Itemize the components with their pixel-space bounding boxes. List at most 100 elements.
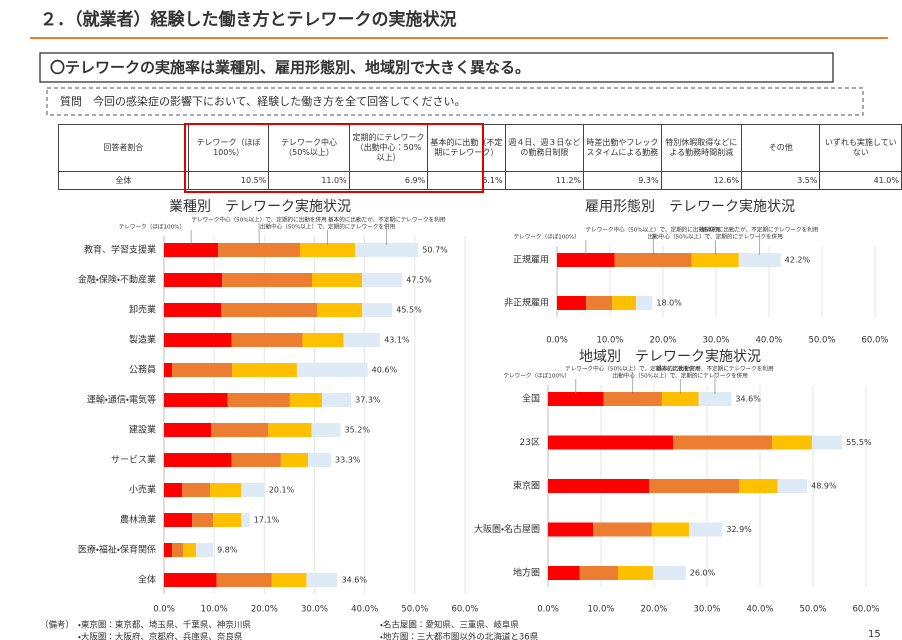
series-callout: 出勤中心（50%以上）で、定期的にテレワークを併用 (648, 233, 783, 241)
bar-segment (268, 423, 312, 437)
table-cell: 12.6% (660, 171, 743, 190)
bar-segment (548, 435, 674, 450)
total-label: 33.3% (335, 456, 361, 465)
x-tick-label: 20.0% (649, 336, 676, 346)
bar-segment (192, 513, 214, 527)
bar-segment (343, 333, 381, 347)
note: ・名古屋圏：愛知県、三重県、岐阜県 (380, 620, 519, 631)
table-cell: 定期的にテレワーク（出勤中心：50%以上） (348, 124, 429, 172)
bar-segment (652, 566, 686, 580)
table-cell: 回答者割合 (58, 124, 189, 172)
bar-segment (271, 573, 307, 587)
total-label: 43.1% (384, 336, 410, 345)
table-cell: テレワーク中心（50%以上） (268, 124, 350, 172)
x-tick-label: 0.0% (546, 336, 568, 346)
summary-table: 回答者割合 テレワーク（ほぼ100%） テレワーク中心（50%以上） 定期的にテレワー… (58, 124, 902, 190)
total-label: 34.6% (342, 576, 368, 585)
bar-segment (306, 573, 338, 587)
total-label: 18.0% (656, 299, 682, 308)
bar-segment (164, 303, 222, 317)
bar-segment (164, 513, 193, 527)
bar-segment (216, 573, 272, 587)
bar-segment (211, 423, 269, 437)
x-tick-label: 60.0% (451, 605, 478, 615)
x-tick-label: 10.0% (596, 336, 623, 346)
bar-segment (164, 363, 173, 377)
y-tick-label: 地方圏 (513, 567, 540, 579)
series-callout: テレワーク（ほぼ100%） (503, 373, 569, 380)
total-label: 40.6% (372, 366, 398, 375)
x-tick-label: 0.0% (537, 605, 559, 615)
bar-segment (579, 566, 618, 580)
y-tick-label: 23区 (520, 437, 540, 448)
bar-segment (172, 363, 233, 377)
bar-segment (183, 543, 197, 557)
bar-segment (362, 303, 393, 317)
bar-segment (777, 479, 808, 493)
bar-segment (164, 483, 183, 497)
bar-segment (651, 522, 689, 537)
bar-segment (289, 393, 323, 407)
table-cell: 3.5% (741, 171, 821, 190)
x-tick-label: 20.0% (640, 605, 667, 615)
bar-segment (548, 479, 650, 493)
x-tick-label: 50.0% (401, 605, 428, 615)
bar-segment (232, 363, 297, 377)
bar-segment (210, 483, 242, 497)
slide-title: ２．（就業者）経験した働き方とテレワークの実施状況 (40, 9, 457, 30)
y-tick-label: 製造業 (129, 334, 156, 346)
series-callout: テレワーク中心（50%以上）で、定期的に出勤を併用 (565, 365, 700, 373)
series-callout: 基本的に出勤だが、不定期にテレワークを利用 (701, 226, 818, 234)
y-tick-label: 大阪圏・名古屋圏 (474, 523, 540, 535)
total-label: 55.5% (846, 438, 872, 447)
series-callout: 基本的に出勤だが、不定期にテレワークを利用 (656, 365, 773, 373)
bar-segment (811, 435, 843, 450)
bar-segment (213, 513, 242, 527)
bar-segment (164, 423, 212, 437)
bar-segment (688, 522, 723, 537)
bar-segment (593, 522, 652, 537)
total-label: 35.2% (345, 426, 371, 435)
bar-segment (698, 392, 732, 406)
table-row: 全体 10.5% 11.0% 6.9% 6.1% 11.2% 9.3% 12.6% 3.5% 41… (58, 171, 902, 190)
bar-segment (322, 393, 352, 407)
bar-segment (635, 296, 653, 310)
bar-segment (691, 253, 739, 267)
y-tick-label: 全体 (138, 574, 156, 586)
bar-segment (548, 522, 594, 537)
bar-segment (164, 273, 223, 287)
y-tick-label: 卸売業 (129, 304, 156, 316)
bar-segment (164, 393, 228, 407)
series-callout: 基本的に出勤だが、不定期にテレワークを利用 (328, 216, 445, 224)
bar-segment (617, 566, 653, 580)
total-label: 48.9% (811, 482, 837, 491)
table-cell: 特別休暇取得などによる勤務時間削減 (660, 124, 743, 172)
x-tick-label: 30.0% (702, 336, 729, 346)
total-label: 37.3% (355, 396, 381, 405)
bar-segment (586, 296, 613, 310)
total-label: 50.7% (422, 246, 448, 255)
highlight-box (184, 123, 484, 193)
x-tick-label: 60.0% (852, 605, 879, 615)
bar-segment (603, 392, 662, 406)
note: ・大阪圏：大阪府、京都府、兵庫県、奈良県 (78, 632, 243, 640)
total-label: 17.1% (254, 516, 280, 525)
bar-segment (164, 543, 173, 557)
table-cell: 全体 (58, 171, 189, 190)
bar-segment (164, 333, 232, 347)
y-tick-label: 小売業 (129, 484, 156, 496)
table-cell: 週４日、週３日などの勤務日制限 (504, 124, 585, 172)
bar-segment (317, 303, 363, 317)
y-tick-label: 建設業 (129, 424, 156, 436)
bar-segment (241, 513, 250, 527)
y-tick-label: 医療・福祉・保育関係 (78, 544, 156, 556)
total-label: 20.1% (269, 486, 295, 495)
bar-segment (362, 273, 403, 287)
bar-segment (164, 453, 232, 467)
total-label: 34.6% (735, 395, 761, 404)
chart-title: 業種別 テレワーク実施状況 (169, 199, 351, 215)
bar-segment (196, 543, 214, 557)
bar-segment (296, 363, 368, 377)
